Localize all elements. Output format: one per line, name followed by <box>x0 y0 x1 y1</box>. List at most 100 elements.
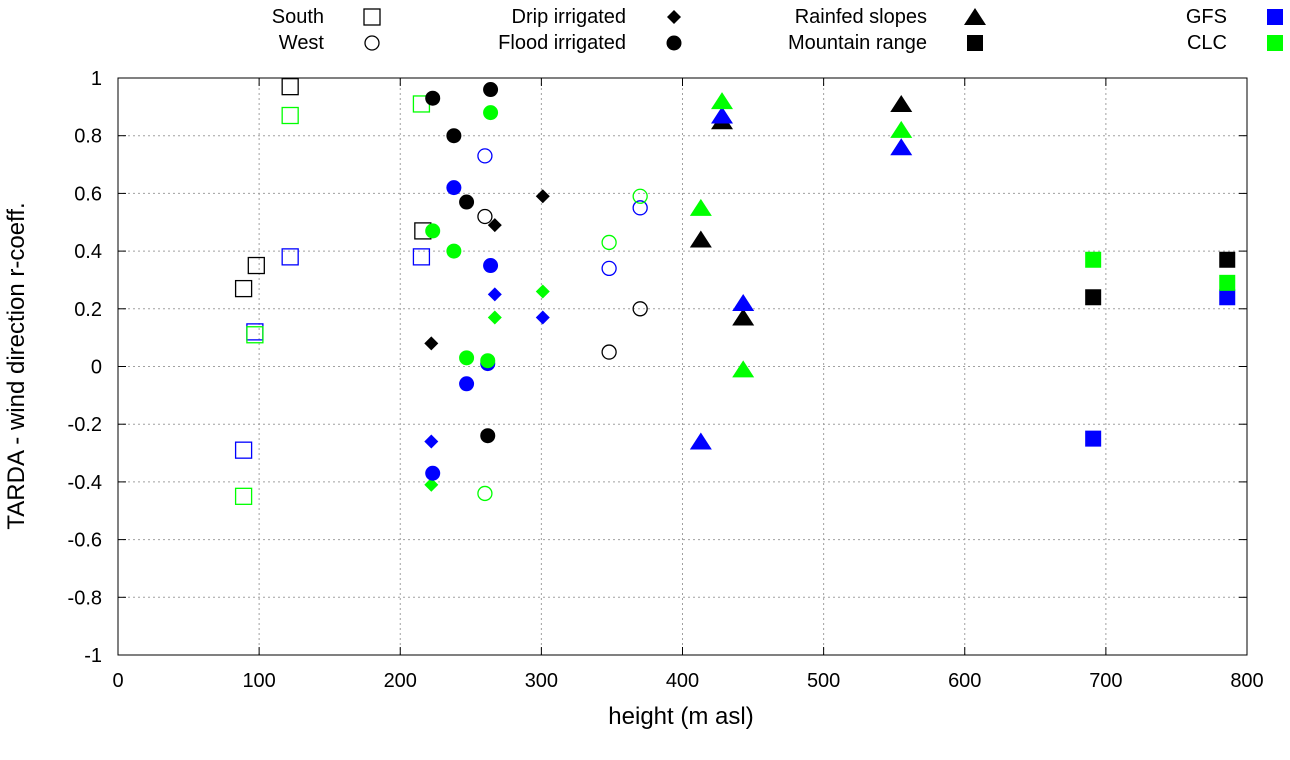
series-drip-irrigated <box>424 189 550 351</box>
x-tick-label: 600 <box>948 670 981 692</box>
data-point <box>446 180 462 196</box>
data-point <box>1085 251 1102 268</box>
data-point <box>535 284 550 299</box>
x-tick-label: 100 <box>242 670 275 692</box>
data-point <box>890 120 913 138</box>
y-axis-label: TARDA - wind direction r-coeff. <box>3 202 30 529</box>
data-point <box>234 279 253 298</box>
data-point <box>446 243 462 259</box>
data-point <box>480 428 496 444</box>
y-tick-label: -0.6 <box>68 530 102 552</box>
axes: 0 100 200 300 400 500 600 700 800 -1 -0.8 -0.6 -0.4 -… <box>68 68 1264 692</box>
data-point <box>1219 251 1236 268</box>
data-point <box>732 294 755 312</box>
data-point <box>483 105 499 121</box>
data-point <box>477 148 493 164</box>
data-point <box>424 477 439 492</box>
legend-marker <box>1267 9 1283 25</box>
legend-label: Mountain range <box>788 32 927 54</box>
data-point <box>281 106 299 125</box>
data-points <box>234 78 1236 505</box>
legend-marker <box>364 35 380 51</box>
data-point <box>477 208 493 225</box>
x-tick-label: 800 <box>1230 670 1263 692</box>
data-point <box>424 336 439 351</box>
data-point <box>425 90 441 106</box>
data-point <box>535 189 550 204</box>
data-point <box>689 198 712 216</box>
legend-marker <box>1267 35 1283 51</box>
x-tick-label: 700 <box>1089 670 1122 692</box>
series-mountain-range <box>1085 251 1236 306</box>
legend-label: GFS <box>1186 6 1227 28</box>
data-point <box>689 230 712 248</box>
y-tick-label: -0.8 <box>68 587 102 609</box>
series-drip-irrigated-gfs <box>424 287 550 449</box>
data-point <box>1219 274 1236 291</box>
legend-marker <box>666 35 682 51</box>
data-point <box>732 360 755 378</box>
data-point <box>425 465 441 481</box>
data-point <box>535 310 550 325</box>
legend-marker <box>964 8 986 25</box>
data-point <box>601 344 617 360</box>
data-point <box>601 234 617 251</box>
legend-marker <box>363 8 381 26</box>
data-point <box>732 308 755 326</box>
legend-label: Drip irrigated <box>512 6 626 28</box>
data-point <box>711 92 734 110</box>
y-tick-label: 0.6 <box>74 183 102 205</box>
x-tick-label: 0 <box>112 670 123 692</box>
y-tick-label: -1 <box>84 645 102 667</box>
series-south <box>234 78 432 298</box>
legend-label: West <box>279 32 325 54</box>
y-tick-label: 0.8 <box>74 126 102 148</box>
series-mountain-range-clc <box>1085 251 1236 291</box>
data-point <box>483 258 499 274</box>
y-tick-label: 1 <box>91 68 102 90</box>
x-tick-label: 200 <box>384 670 417 692</box>
y-tick-label: -0.4 <box>68 472 102 494</box>
data-point <box>281 78 299 96</box>
legend-marker <box>967 35 983 51</box>
x-tick-label: 300 <box>525 670 558 692</box>
data-point <box>1219 289 1236 306</box>
data-point <box>234 487 253 505</box>
legend-label: CLC <box>1187 32 1227 54</box>
y-tick-label: 0.2 <box>74 299 102 321</box>
data-point <box>632 301 648 317</box>
legend-label: South <box>272 6 324 28</box>
data-point <box>601 260 617 277</box>
legend-label: Rainfed slopes <box>795 6 927 28</box>
data-point <box>890 94 913 112</box>
series-flood-irrigated <box>425 82 499 444</box>
data-point <box>689 432 712 450</box>
data-point <box>487 218 502 233</box>
data-point <box>459 350 475 366</box>
data-point <box>632 200 648 216</box>
data-point <box>459 376 475 392</box>
x-tick-label: 500 <box>807 670 840 692</box>
data-point <box>425 223 441 239</box>
data-point <box>1085 430 1102 447</box>
data-point <box>483 82 499 98</box>
grid-lines <box>118 78 1247 655</box>
data-point <box>890 138 913 156</box>
y-tick-label: 0 <box>91 357 102 379</box>
series-drip-irrigated-clc <box>424 284 550 492</box>
series-west <box>477 208 648 360</box>
legend-label: Flood irrigated <box>498 32 626 54</box>
data-point <box>1085 289 1102 306</box>
data-point <box>487 310 502 325</box>
data-point <box>281 248 299 266</box>
data-point <box>446 128 462 144</box>
data-point <box>234 441 253 459</box>
x-tick-label: 400 <box>666 670 699 692</box>
series-mountain-range-gfs <box>1085 289 1236 447</box>
series-west-clc <box>477 188 648 502</box>
series-rainfed-slopes-clc <box>689 92 913 378</box>
data-point <box>632 188 648 204</box>
legend: South West Drip irrigated Flood irrigated Ra… <box>272 6 1283 54</box>
series-rainfed-slopes <box>689 94 913 326</box>
data-point <box>711 106 734 124</box>
